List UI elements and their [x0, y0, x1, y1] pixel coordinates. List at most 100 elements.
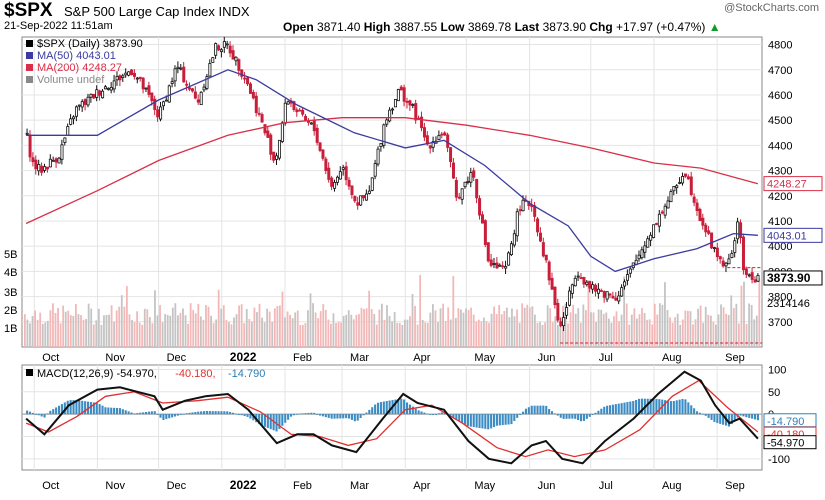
- volume-bar: [653, 303, 656, 347]
- price-candle-body: [385, 119, 389, 125]
- brand-link[interactable]: @StockCharts.com: [724, 2, 819, 14]
- volume-bar: [636, 318, 638, 347]
- low-label: Low: [440, 20, 465, 34]
- price-candle-body: [144, 87, 148, 90]
- macd-histogram-bar: [690, 405, 693, 415]
- macd-histogram-bar: [687, 402, 690, 415]
- price-candle-body: [460, 188, 464, 200]
- volume-bar: [26, 319, 29, 347]
- volume-bar: [541, 324, 544, 347]
- macd-histogram-bar: [168, 414, 171, 419]
- volume-bar: [462, 312, 465, 347]
- macd-histogram-bar: [510, 414, 513, 425]
- macd-histogram-bar: [748, 414, 751, 418]
- price-candle-body: [344, 166, 348, 181]
- macd-histogram-bar: [588, 414, 591, 417]
- price-candle-body: [312, 120, 316, 132]
- macd-histogram-bar: [693, 408, 696, 415]
- macd-histogram-bar: [313, 412, 316, 415]
- macd-histogram-bar: [423, 412, 426, 415]
- legend-swatch: [26, 64, 33, 71]
- volume-bar: [327, 319, 330, 347]
- price-value-box: [763, 227, 823, 243]
- volume-bar: [92, 324, 95, 347]
- price-candle-body: [724, 262, 728, 267]
- price-candle-body: [579, 277, 583, 279]
- volume-bar: [225, 320, 228, 347]
- price-candle-body: [695, 202, 699, 212]
- symbol-title: $SPX: [4, 0, 53, 21]
- volume-bar: [526, 304, 529, 347]
- volume-bar: [518, 322, 521, 347]
- macd-histogram-bar: [707, 414, 710, 418]
- volume-bar: [233, 317, 235, 347]
- macd-histogram-bar: [745, 414, 748, 418]
- price-candle-body: [379, 143, 383, 148]
- macd-histogram-bar: [333, 414, 336, 419]
- price-candle-body: [350, 185, 354, 196]
- macd-histogram-bar: [26, 410, 29, 415]
- price-candle-body: [576, 275, 580, 278]
- volume-bar: [646, 319, 648, 347]
- legend-swatch: [26, 76, 33, 83]
- price-ytick-label: 4800: [768, 40, 792, 52]
- volume-bar: [291, 318, 294, 347]
- price-candle-body: [251, 91, 255, 99]
- volume-bar: [536, 322, 539, 347]
- price-candle-body: [469, 172, 473, 183]
- price-candle-body: [153, 98, 157, 110]
- price-candle-body: [237, 59, 241, 71]
- volume-bar: [120, 295, 123, 347]
- volume-bar: [52, 303, 54, 347]
- volume-bar: [651, 324, 654, 347]
- volume-bar: [546, 305, 549, 347]
- macd-histogram-bar: [284, 414, 287, 423]
- price-candle-body: [747, 274, 751, 277]
- macd-histogram-bar: [92, 402, 95, 415]
- macd-histogram-bar: [217, 411, 220, 415]
- volume-bar: [352, 319, 355, 347]
- price-candle-body: [266, 130, 270, 138]
- price-candle-body: [89, 93, 93, 98]
- macd-histogram-bar: [533, 405, 536, 415]
- price-candle-body: [34, 159, 38, 170]
- price-candle-body: [66, 126, 70, 136]
- macd-histogram-bar: [75, 400, 78, 415]
- macd-histogram-bar: [455, 414, 458, 420]
- macd-histogram-bar: [623, 402, 626, 415]
- price-candle-body: [222, 41, 226, 48]
- volume-bar: [250, 321, 253, 347]
- macd-histogram-bar: [345, 414, 348, 419]
- volume-bar: [618, 321, 620, 347]
- price-candle-body: [298, 109, 302, 112]
- price-candle-body: [248, 83, 252, 94]
- macd-histogram-bar: [95, 402, 98, 415]
- macd-xtick-label: Jun: [538, 480, 556, 492]
- macd-histogram-bar: [368, 409, 371, 415]
- price-candle-body: [556, 302, 560, 321]
- macd-histogram-bar: [231, 412, 235, 415]
- volume-bar: [534, 314, 536, 347]
- last-label: Last: [514, 20, 540, 34]
- volume-bar: [253, 307, 256, 347]
- volume-bar: [332, 313, 335, 347]
- price-candle-body: [495, 262, 499, 269]
- last-value: 3873.90: [542, 20, 586, 34]
- price-candle-body: [704, 224, 708, 233]
- volume-bar: [263, 322, 266, 347]
- macd-histogram-bar: [60, 404, 63, 415]
- volume-bar: [595, 321, 597, 347]
- price-candle-body: [335, 176, 339, 183]
- volume-bar: [577, 308, 580, 347]
- macd-histogram-bar: [142, 412, 145, 415]
- macd-histogram-bar: [107, 407, 110, 415]
- volume-bar: [687, 310, 689, 347]
- price-candle-body: [182, 66, 186, 83]
- macd-histogram-bar: [730, 414, 733, 425]
- price-candle-body: [614, 297, 618, 301]
- volume-bar: [715, 324, 717, 347]
- volume-bar: [289, 314, 291, 347]
- volume-bar: [432, 304, 434, 347]
- macd-histogram-bar: [484, 414, 487, 429]
- macd-histogram-bar: [101, 405, 104, 415]
